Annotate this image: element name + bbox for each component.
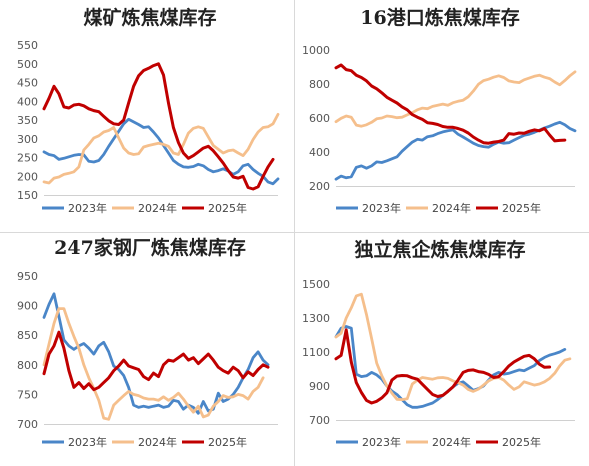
y-tick-label: 1500 [302, 278, 330, 291]
chart-title: 16港口炼焦煤库存 [360, 6, 519, 29]
y-tick-label: 400 [309, 146, 330, 159]
y-tick-label: 200 [309, 180, 330, 193]
y-tick-label: 1100 [302, 346, 330, 359]
y-tick-label: 400 [17, 95, 38, 108]
legend-label: 2023年 [362, 201, 401, 215]
series-line-2025 [334, 328, 552, 405]
y-tick-label: 550 [17, 39, 38, 52]
y-tick-label: 250 [17, 152, 38, 165]
y-tick-label: 900 [309, 380, 330, 393]
y-tick-label: 800 [17, 359, 38, 372]
y-tick-label: 1300 [302, 312, 330, 325]
series-line-2025 [42, 330, 270, 392]
y-tick-label: 900 [17, 300, 38, 313]
y-tick-label: 500 [17, 58, 38, 71]
y-tick-label: 700 [17, 418, 38, 431]
legend-label: 2023年 [68, 201, 107, 215]
y-tick-label: 850 [17, 329, 38, 342]
legend-label: 2023年 [68, 435, 107, 449]
series-line-2024 [42, 113, 280, 185]
series-line-2023 [334, 120, 577, 181]
chart-panel-1: 16港口炼焦煤库存 200 400 600 800 1000 2023年 2024年 2025年 [302, 6, 577, 215]
chart-panel-0: 煤矿炼焦煤库存 150 200 250 300 350 400 450 500 550 2023年 2… [17, 6, 280, 215]
y-tick-label: 200 [17, 170, 38, 183]
y-tick-label: 800 [309, 78, 330, 91]
chart-title: 独立焦企炼焦煤库存 [354, 238, 525, 261]
y-tick-label: 300 [17, 133, 38, 146]
chart-panel-3: 独立焦企炼焦煤库存 700 900 1100 1300 1500 2023年 2024年 202… [302, 238, 575, 449]
legend-label: 2025年 [502, 435, 541, 449]
y-tick-label: 450 [17, 77, 38, 90]
legend-label: 2025年 [208, 201, 247, 215]
legend-label: 2024年 [138, 435, 177, 449]
y-tick-label: 700 [309, 414, 330, 427]
legend-label: 2024年 [432, 201, 471, 215]
chart-panel-2: 247家钢厂炼焦煤库存 700 750 800 850 900 950 2023年 2024年 2… [17, 236, 278, 449]
legend-label: 2025年 [208, 435, 247, 449]
y-tick-label: 1000 [302, 44, 330, 57]
chart-title: 煤矿炼焦煤库存 [83, 6, 216, 29]
y-tick-label: 150 [17, 189, 38, 202]
series-line-2025 [42, 62, 275, 191]
legend-label: 2024年 [138, 201, 177, 215]
legend-label: 2023年 [362, 435, 401, 449]
series-line-2025 [334, 63, 567, 145]
y-tick-label: 600 [309, 112, 330, 125]
y-tick-label: 350 [17, 114, 38, 127]
series-line-2024 [42, 307, 265, 421]
series-line-2024 [334, 292, 572, 402]
legend-label: 2024年 [432, 435, 471, 449]
series-line-2023 [42, 117, 280, 186]
legend-label: 2025年 [502, 201, 541, 215]
y-tick-label: 950 [17, 270, 38, 283]
y-tick-label: 750 [17, 388, 38, 401]
chart-title: 247家钢厂炼焦煤库存 [54, 236, 246, 259]
series-line-2024 [334, 70, 577, 128]
